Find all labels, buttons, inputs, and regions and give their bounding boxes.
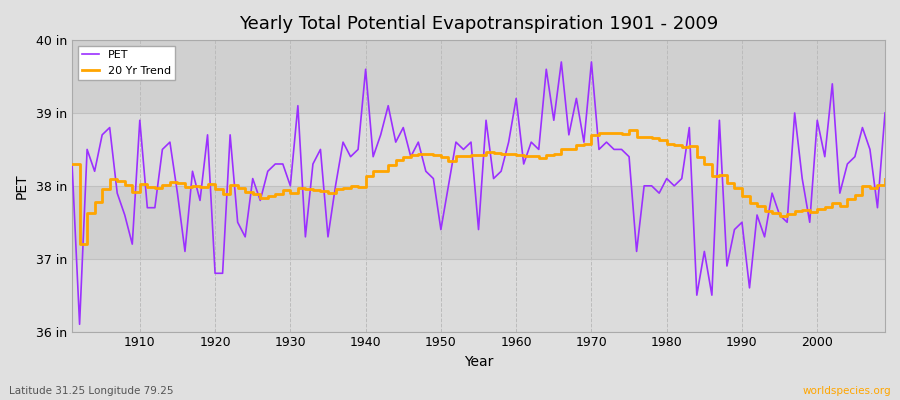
Bar <box>72 259 885 332</box>
20 Yr Trend <box>518 153 529 158</box>
PET <box>556 60 567 64</box>
20 Yr Trend <box>74 242 85 246</box>
Legend: PET, 20 Yr Trend: PET, 20 Yr Trend <box>77 46 176 80</box>
20 Yr Trend <box>67 162 77 166</box>
X-axis label: Year: Year <box>464 355 493 369</box>
PET <box>74 322 85 327</box>
PET <box>879 110 890 115</box>
20 Yr Trend <box>608 131 619 136</box>
Line: 20 Yr Trend: 20 Yr Trend <box>72 130 885 244</box>
20 Yr Trend <box>346 184 356 188</box>
20 Yr Trend <box>624 128 634 132</box>
PET <box>300 234 310 239</box>
Text: worldspecies.org: worldspecies.org <box>803 386 891 396</box>
PET <box>511 96 522 101</box>
20 Yr Trend <box>300 187 310 192</box>
Text: Latitude 31.25 Longitude 79.25: Latitude 31.25 Longitude 79.25 <box>9 386 174 396</box>
20 Yr Trend <box>511 153 522 158</box>
PET <box>518 162 529 166</box>
Bar <box>72 40 885 113</box>
PET <box>134 118 145 123</box>
Line: PET: PET <box>72 62 885 324</box>
20 Yr Trend <box>879 176 890 181</box>
PET <box>67 162 77 166</box>
Bar <box>72 113 885 186</box>
Title: Yearly Total Potential Evapotranspiration 1901 - 2009: Yearly Total Potential Evapotranspiratio… <box>238 15 718 33</box>
Bar <box>72 186 885 259</box>
PET <box>346 154 356 159</box>
PET <box>616 147 627 152</box>
Y-axis label: PET: PET <box>15 173 29 199</box>
20 Yr Trend <box>134 182 145 187</box>
